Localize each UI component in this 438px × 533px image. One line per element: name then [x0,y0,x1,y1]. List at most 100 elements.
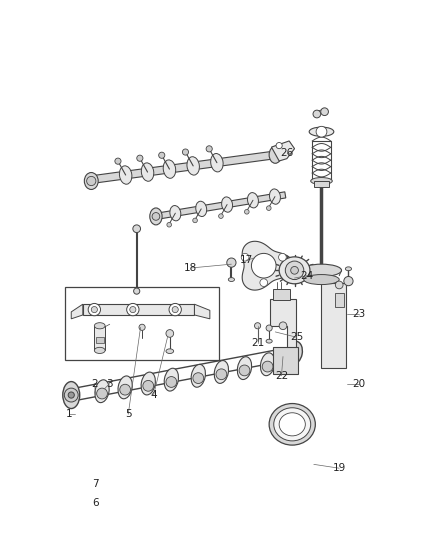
Ellipse shape [196,201,207,216]
Bar [312,141,331,180]
Circle shape [166,329,173,337]
Bar [273,348,298,374]
Bar [273,289,290,300]
Ellipse shape [269,147,282,163]
Ellipse shape [118,376,132,399]
Ellipse shape [301,264,342,277]
Circle shape [321,108,328,116]
Text: 1: 1 [66,409,72,419]
Ellipse shape [228,278,234,281]
Ellipse shape [266,339,272,343]
Text: 4: 4 [150,390,157,400]
Circle shape [262,361,273,372]
Ellipse shape [166,349,173,353]
Bar [321,284,346,368]
Circle shape [91,306,97,313]
Circle shape [130,306,136,313]
Polygon shape [242,241,294,290]
Ellipse shape [120,166,132,184]
Circle shape [285,261,304,280]
Text: 2: 2 [91,378,98,389]
Circle shape [282,356,292,367]
Circle shape [206,146,212,152]
Polygon shape [270,299,296,349]
Ellipse shape [269,189,280,204]
Ellipse shape [237,357,252,379]
Circle shape [137,155,143,161]
Circle shape [279,253,286,261]
Text: 18: 18 [184,263,197,273]
Circle shape [68,392,74,398]
Text: 26: 26 [280,148,293,158]
Circle shape [172,306,178,313]
Circle shape [87,176,96,185]
Circle shape [254,322,261,329]
Text: 7: 7 [92,479,99,489]
Circle shape [166,377,177,387]
Ellipse shape [141,163,154,181]
Circle shape [169,303,181,316]
Circle shape [97,388,107,399]
Text: 23: 23 [353,309,366,319]
Circle shape [152,213,160,220]
Ellipse shape [304,274,339,285]
Ellipse shape [279,413,305,436]
Bar [94,326,105,350]
Bar [314,181,329,187]
Circle shape [251,253,276,278]
Ellipse shape [214,360,229,383]
Bar [96,337,103,343]
Ellipse shape [95,380,109,402]
Circle shape [227,258,236,267]
Ellipse shape [94,348,105,353]
Circle shape [139,324,145,330]
Ellipse shape [222,197,233,212]
Ellipse shape [269,403,315,445]
Circle shape [266,325,272,331]
Circle shape [167,222,172,227]
Circle shape [279,322,287,329]
Bar [83,304,194,315]
Circle shape [159,152,165,158]
Polygon shape [272,141,294,161]
Circle shape [134,288,140,294]
Circle shape [115,158,121,164]
Ellipse shape [163,160,176,179]
Circle shape [239,365,250,376]
Circle shape [313,110,321,118]
Ellipse shape [287,341,302,364]
Circle shape [260,279,268,287]
Ellipse shape [85,173,98,189]
Circle shape [143,381,154,391]
Text: 24: 24 [300,271,314,281]
Circle shape [120,384,131,395]
Circle shape [276,142,282,149]
Polygon shape [71,304,83,319]
Text: 20: 20 [353,378,366,389]
Ellipse shape [247,192,258,208]
Circle shape [127,303,139,316]
Circle shape [182,149,188,155]
Text: 5: 5 [125,409,131,419]
Circle shape [219,214,223,219]
Text: 19: 19 [332,463,346,473]
Text: 6: 6 [92,498,99,508]
Circle shape [193,218,198,223]
Polygon shape [92,151,276,183]
Ellipse shape [63,382,80,408]
Ellipse shape [261,353,275,376]
Polygon shape [194,304,210,319]
Ellipse shape [346,267,352,271]
Circle shape [133,225,141,232]
Ellipse shape [279,257,310,284]
Text: 3: 3 [106,378,113,389]
Bar [335,294,344,308]
Circle shape [244,209,249,214]
Ellipse shape [164,368,179,391]
Ellipse shape [191,365,205,387]
Ellipse shape [94,322,105,329]
Circle shape [88,303,100,316]
Ellipse shape [309,127,334,136]
Ellipse shape [187,157,199,175]
Ellipse shape [150,208,162,225]
